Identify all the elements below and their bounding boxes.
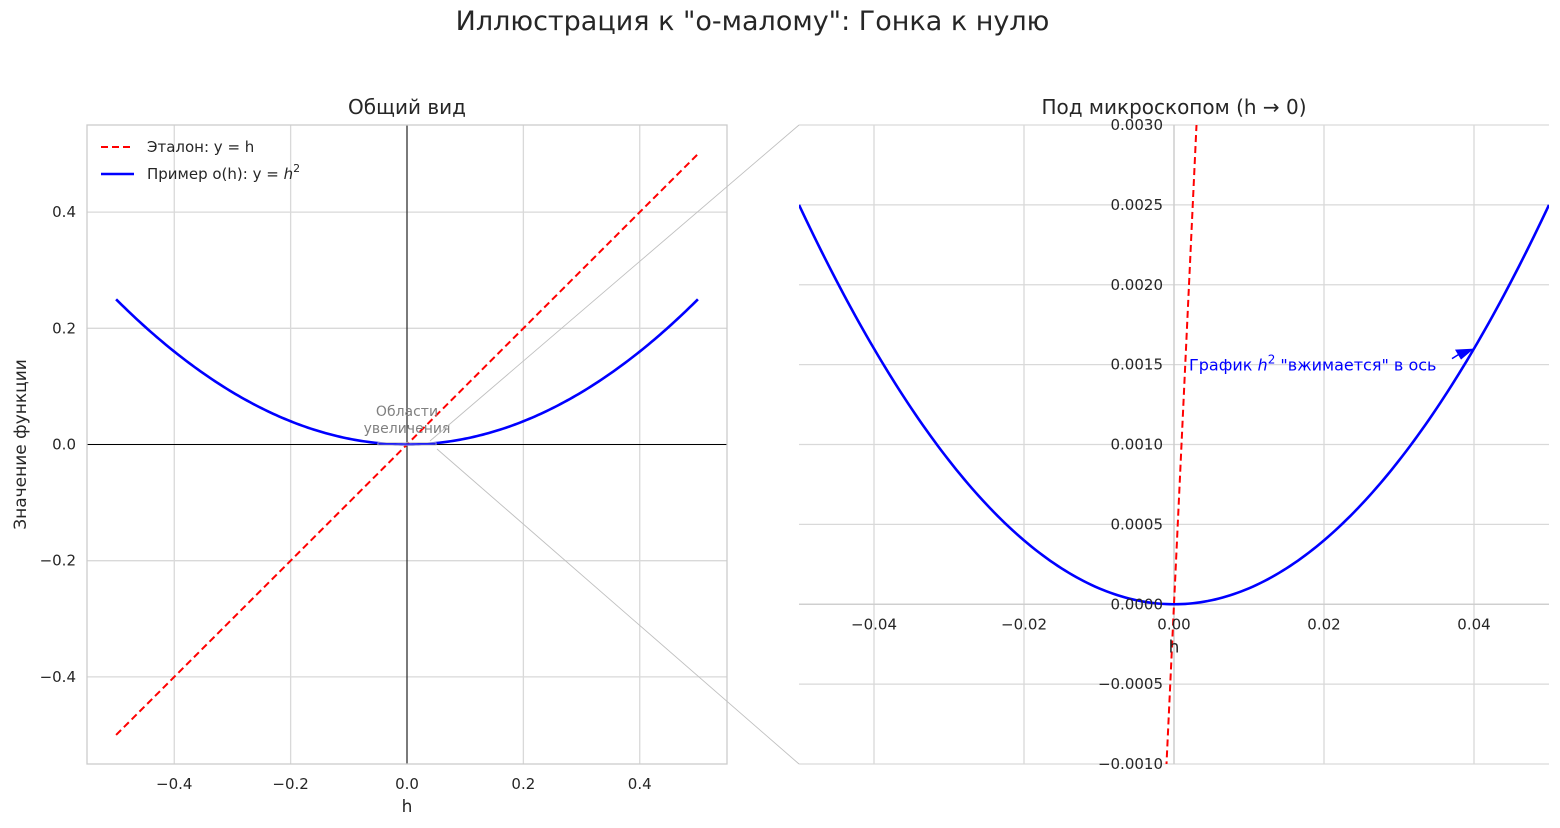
left-chart-title: Общий вид <box>348 95 466 119</box>
x-tick-label: 0.00 <box>1157 615 1190 633</box>
left-axes-overview: Области увеличения −0.4 −0.2 0.0 0.2 0.4 −0.4 −0… <box>11 95 728 817</box>
y-tick-label: −0.2 <box>40 552 76 570</box>
x-axis-label: h <box>1169 637 1180 657</box>
x-tick-label: 0.0 <box>395 775 419 793</box>
right-chart-title: Под микроскопом (h → 0) <box>1041 95 1306 119</box>
y-tick-label: 0.0030 <box>1111 116 1164 134</box>
y-tick-label: 0.2 <box>52 319 76 337</box>
figure-title: Иллюстрация к "о-малому": Гонка к нулю <box>455 6 1050 37</box>
y-tick-label: 0.0000 <box>1111 595 1164 613</box>
y-tick-label: 0.0010 <box>1111 436 1164 454</box>
curve-h-squared <box>115 298 699 446</box>
inset-indicator-rect <box>377 442 437 446</box>
connector-line-bottom <box>436 448 800 765</box>
x-tick-label: 0.02 <box>1307 615 1340 633</box>
y-tick-label: 0.0 <box>52 436 76 454</box>
y-tick-label: 0.0025 <box>1111 196 1164 214</box>
x-axis-label: h <box>402 797 413 817</box>
y-tick-label: 0.0020 <box>1111 276 1164 294</box>
curve-h-squared <box>799 204 1549 606</box>
x-tick-label: 0.4 <box>628 775 652 793</box>
x-tick-label: −0.02 <box>1001 615 1047 633</box>
x-tick-label: −0.2 <box>272 775 308 793</box>
connector-line-top <box>429 124 800 442</box>
legend-label-reference: Эталон: y = h <box>147 138 254 156</box>
y-tick-label: −0.0010 <box>1098 755 1163 773</box>
y-tick-label: 0.0005 <box>1111 515 1164 533</box>
x-tick-label: 0.2 <box>511 775 535 793</box>
x-tick-label: −0.4 <box>156 775 192 793</box>
x-tick-label: −0.04 <box>851 615 897 633</box>
right-axes-zoom: График h2 "вжимается" в ось −0.04 −0.02 0.0… <box>799 95 1549 773</box>
y-axis-label: Значение функции <box>11 359 31 530</box>
zoom-connector-lines <box>429 124 800 765</box>
zoom-region-label: Области увеличения <box>364 404 451 437</box>
annotation-arrow-icon <box>1455 348 1474 360</box>
y-tick-label: −0.0005 <box>1098 675 1163 693</box>
y-tick-label: 0.4 <box>52 203 76 221</box>
legend-label-h-squared: Пример o(h): y = h2 <box>147 162 300 183</box>
y-tick-label: −0.4 <box>40 668 76 686</box>
x-tick-label: 0.04 <box>1457 615 1490 633</box>
axes-frame <box>86 124 728 765</box>
y-tick-label: 0.0015 <box>1111 356 1164 374</box>
squeeze-annotation: График h2 "вжимается" в ось <box>1189 353 1436 375</box>
legend: Эталон: y = h Пример o(h): y = h2 <box>101 138 300 183</box>
